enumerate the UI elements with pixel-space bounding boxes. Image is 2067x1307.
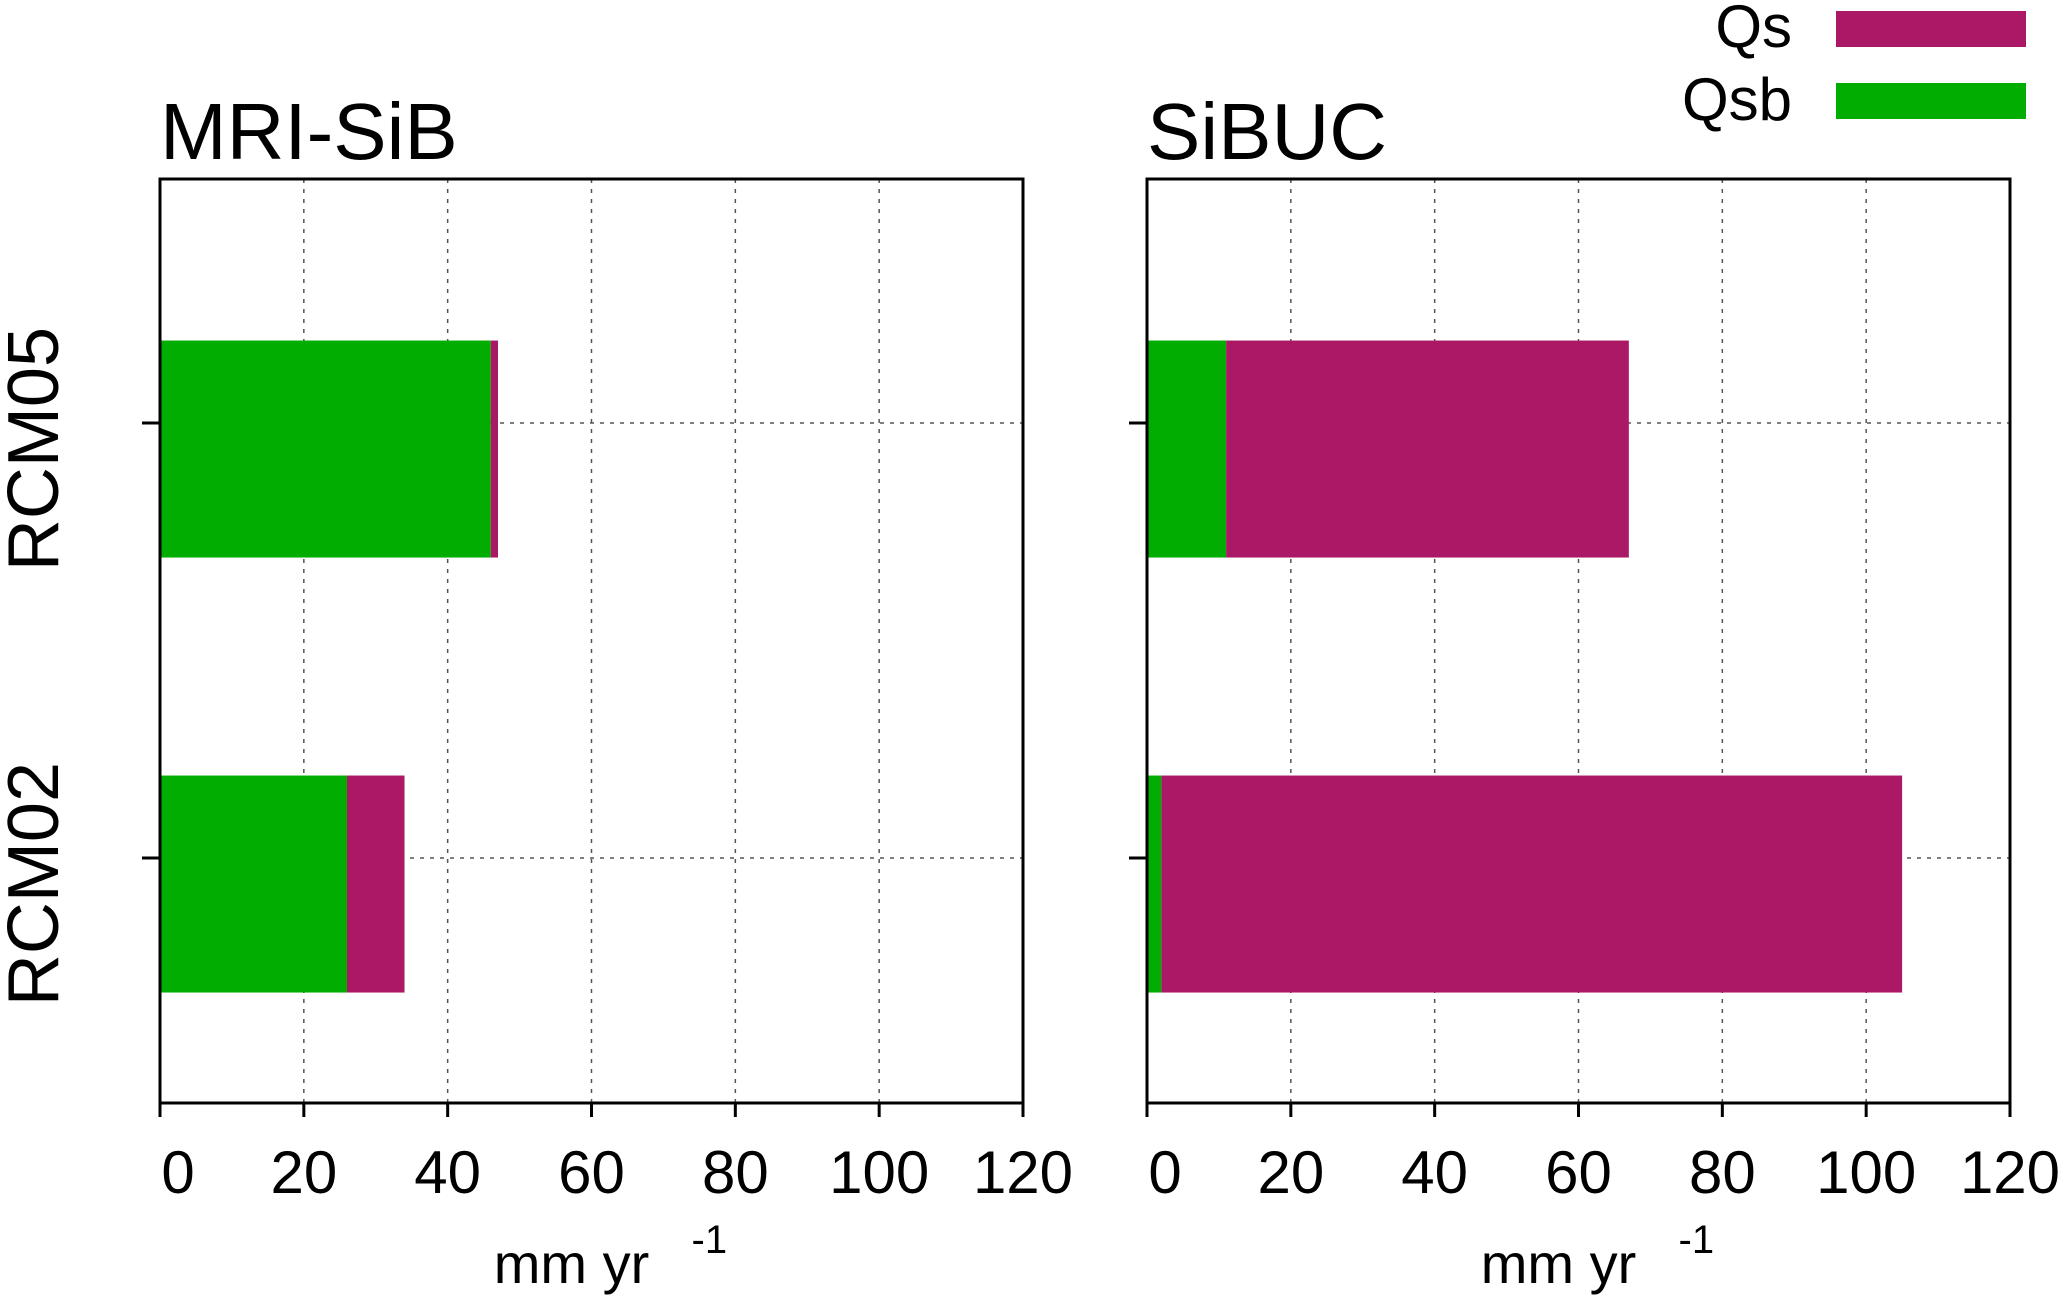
x-tick-label: 80 — [702, 1139, 769, 1206]
x-axis-label-superscript: -1 — [1679, 1218, 1715, 1262]
x-tick-label: 0 — [1148, 1139, 1181, 1206]
legend-swatch-qs — [1836, 11, 2026, 47]
legend-label-qsb: Qsb — [1682, 66, 1792, 133]
plot-frame — [158, 177, 1025, 1105]
panel-title: MRI-SiB — [160, 87, 458, 176]
legend: Qs Qsb — [1682, 0, 2026, 133]
bar-qs-rcm02 — [1161, 775, 1903, 993]
bar-qsb-rcm02 — [1147, 775, 1162, 993]
bar-qs-rcm05 — [490, 340, 499, 558]
x-tick-label: 100 — [1816, 1139, 1916, 1206]
y-category-label: RCM05 — [0, 327, 74, 571]
x-tick-label: 40 — [414, 1139, 481, 1206]
bar-qsb-rcm02 — [160, 775, 347, 993]
bar-qsb-rcm05 — [1147, 340, 1227, 558]
legend-label-qs: Qs — [1715, 0, 1792, 60]
x-tick-label: 80 — [1689, 1139, 1756, 1206]
plot-frame — [1145, 177, 2012, 1105]
x-tick-label: 20 — [270, 1139, 337, 1206]
x-tick-label: 100 — [829, 1139, 929, 1206]
x-axis-label: mm yr — [494, 1232, 650, 1295]
bar-qsb-rcm05 — [160, 340, 491, 558]
x-tick-label: 60 — [1545, 1139, 1612, 1206]
x-axis-label: mm yr — [1481, 1232, 1637, 1295]
x-tick-label: 40 — [1401, 1139, 1468, 1206]
legend-swatch-qsb — [1836, 83, 2026, 119]
x-tick-label: 0 — [161, 1139, 194, 1206]
x-tick-label: 60 — [558, 1139, 625, 1206]
y-category-label: RCM02 — [0, 762, 74, 1006]
panel-mri-sib: 0 20 40 60 80 100 120 RCM05 RCM02 MRI-SiB mm yr -1 — [0, 87, 1073, 1295]
panel-sibuc: 0 20 40 60 80 100 120 SiBUC mm yr -1 — [1129, 87, 2060, 1295]
x-tick-label: 20 — [1257, 1139, 1324, 1206]
panel-title: SiBUC — [1147, 87, 1387, 176]
x-tick-label: 120 — [973, 1139, 1073, 1206]
x-tick-label: 120 — [1960, 1139, 2060, 1206]
bar-qs-rcm05 — [1226, 340, 1629, 558]
x-axis-label-superscript: -1 — [692, 1218, 728, 1262]
bar-qs-rcm02 — [346, 775, 405, 993]
